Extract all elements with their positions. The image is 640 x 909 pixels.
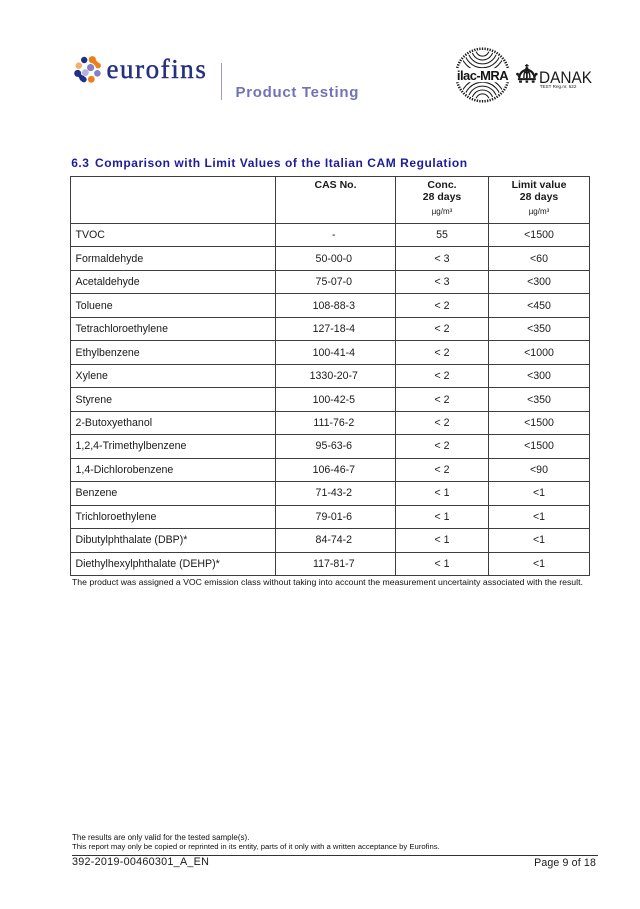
svg-text:ilac-MRA: ilac-MRA	[457, 68, 509, 83]
